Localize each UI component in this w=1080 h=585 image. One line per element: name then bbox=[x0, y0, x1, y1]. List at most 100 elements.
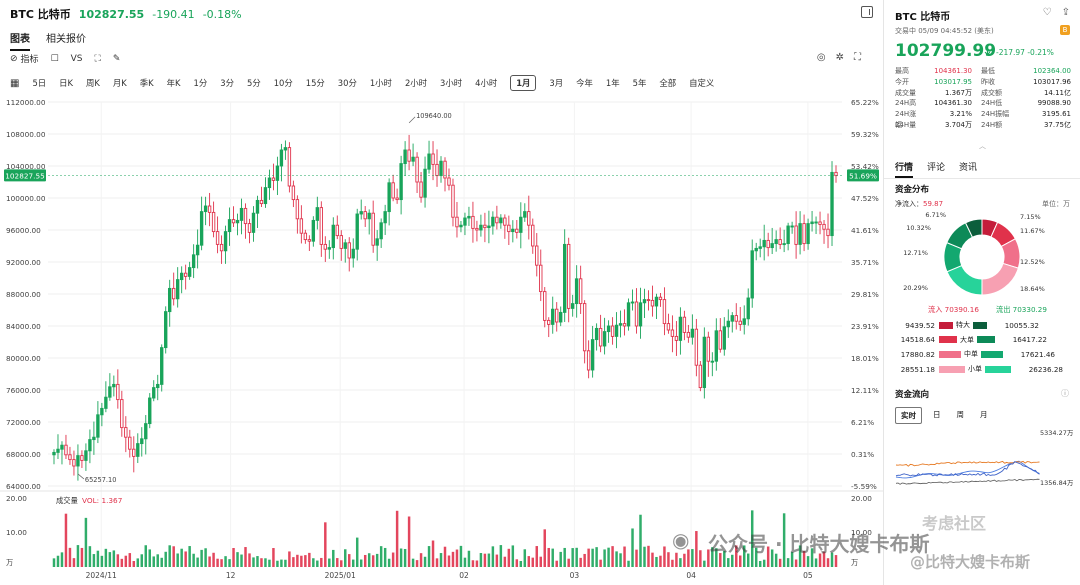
volume-bar bbox=[200, 549, 203, 567]
last-price-tag-label: 102827.55 bbox=[5, 171, 44, 180]
volume-bar bbox=[543, 529, 546, 567]
chart-type-icon[interactable]: ⛶ bbox=[94, 53, 101, 64]
flow-tab-0[interactable]: 实时 bbox=[895, 407, 922, 424]
compare-icon[interactable]: ☐ bbox=[50, 53, 59, 64]
candle-body bbox=[606, 325, 611, 333]
fullscreen-icon[interactable]: ⛶ bbox=[854, 52, 861, 63]
period-0[interactable]: 5日 bbox=[32, 78, 47, 88]
candle-body bbox=[714, 330, 718, 362]
candle-body bbox=[88, 439, 92, 452]
volume-bar bbox=[232, 548, 235, 567]
period-16[interactable]: 1月 bbox=[510, 75, 537, 91]
candle-body bbox=[160, 347, 164, 385]
candle-body bbox=[479, 224, 483, 231]
calendar-icon[interactable]: ▦ bbox=[10, 77, 20, 89]
candle-body bbox=[455, 216, 459, 228]
stat-k2: 最低 bbox=[981, 67, 995, 75]
candle-body bbox=[750, 250, 754, 299]
period-10[interactable]: 15分 bbox=[305, 78, 325, 88]
quote-stats: 最高 104361.30 最低 102364.00 今开 103017.95 昨收 10301… bbox=[895, 66, 1071, 131]
candle-body bbox=[96, 414, 100, 438]
period-11[interactable]: 30分 bbox=[337, 78, 357, 88]
tab-chart[interactable]: 图表 bbox=[10, 30, 30, 51]
period-21[interactable]: 全部 bbox=[659, 78, 677, 88]
flow-tab-2[interactable]: 周 bbox=[956, 410, 965, 419]
period-22[interactable]: 自定义 bbox=[689, 78, 715, 88]
favorite-icon[interactable]: ♡ bbox=[1042, 7, 1052, 18]
vs-button[interactable]: VS bbox=[70, 53, 83, 64]
camera-icon[interactable]: ◎ bbox=[816, 52, 826, 63]
tab-comments[interactable]: 评论 bbox=[927, 163, 946, 173]
candle-body bbox=[104, 396, 108, 409]
flow-tab-3[interactable]: 月 bbox=[980, 410, 988, 419]
volume-bar bbox=[695, 531, 698, 567]
candle-body bbox=[267, 177, 272, 189]
candle-body bbox=[187, 267, 192, 277]
legend-inflow: 17880.82 bbox=[900, 349, 935, 359]
candle-body bbox=[136, 443, 140, 457]
volume-bar bbox=[224, 556, 227, 567]
volume-bar bbox=[583, 553, 586, 567]
period-17[interactable]: 3月 bbox=[549, 78, 564, 88]
volume-bar bbox=[324, 522, 327, 567]
period-9[interactable]: 10分 bbox=[273, 78, 293, 88]
donut-label: 10.32% bbox=[906, 224, 931, 232]
candle-body bbox=[120, 399, 124, 429]
period-13[interactable]: 2小时 bbox=[404, 78, 428, 88]
volume-bar bbox=[559, 551, 562, 567]
volume-bar bbox=[774, 553, 778, 567]
share-icon[interactable]: ⇪ bbox=[1061, 7, 1070, 18]
period-7[interactable]: 3分 bbox=[220, 78, 234, 88]
y-tick-label: 96000.00 bbox=[6, 226, 41, 235]
period-1[interactable]: 日K bbox=[59, 78, 74, 88]
period-8[interactable]: 5分 bbox=[246, 78, 261, 88]
candle-body bbox=[199, 211, 204, 246]
period-15[interactable]: 4小时 bbox=[475, 78, 498, 88]
info-icon[interactable]: ⓘ bbox=[1061, 389, 1069, 398]
stat-v: 103017.95 bbox=[934, 77, 972, 86]
donut-label: 6.71% bbox=[925, 211, 946, 219]
pct-tick-label: 59.32% bbox=[851, 130, 879, 139]
volume-bar bbox=[667, 552, 670, 567]
period-19[interactable]: 1年 bbox=[605, 78, 620, 88]
flow-tab-1[interactable]: 日 bbox=[933, 410, 941, 419]
candle-body bbox=[319, 207, 324, 245]
collapse-panel-icon[interactable] bbox=[861, 6, 873, 18]
volume-bar bbox=[551, 548, 554, 567]
volume-bar bbox=[699, 550, 702, 567]
period-12[interactable]: 1小时 bbox=[369, 78, 392, 88]
stat-v: 104361.30 bbox=[934, 99, 972, 108]
tab-news[interactable]: 资讯 bbox=[959, 163, 978, 173]
candle-body bbox=[531, 224, 535, 247]
volume-bar bbox=[786, 558, 790, 567]
period-18[interactable]: 今年 bbox=[576, 78, 593, 88]
candlestick-chart[interactable]: 112000.00 65.22% 108000.00 59.32% 104000.00 5… bbox=[0, 92, 884, 585]
volume-bar bbox=[531, 557, 535, 567]
stat-row: 最高 104361.30 最低 102364.00 bbox=[895, 66, 1071, 77]
volume-bar bbox=[451, 551, 455, 567]
period-4[interactable]: 季K bbox=[139, 78, 154, 88]
period-2[interactable]: 周K bbox=[86, 78, 100, 88]
tab-related-quotes[interactable]: 相关报价 bbox=[46, 34, 86, 45]
period-3[interactable]: 月K bbox=[112, 78, 127, 88]
candle-body bbox=[56, 448, 60, 453]
volume-bar bbox=[387, 558, 391, 567]
tab-market[interactable]: 行情 bbox=[895, 160, 914, 178]
collapse-chevron-icon[interactable]: ︿ bbox=[979, 142, 986, 150]
draw-icon[interactable]: ✎ bbox=[112, 53, 121, 64]
volume-bar bbox=[80, 547, 84, 567]
period-14[interactable]: 3小时 bbox=[440, 78, 463, 88]
period-6[interactable]: 1分 bbox=[193, 78, 208, 88]
settings-icon[interactable]: ✲ bbox=[835, 52, 844, 63]
low-marker-line bbox=[77, 473, 85, 480]
low-marker: 65257.10 bbox=[85, 476, 116, 484]
indicator-button[interactable]: ⊘ 指标 bbox=[10, 52, 39, 66]
period-5[interactable]: 年K bbox=[166, 78, 181, 88]
volume-bar bbox=[663, 546, 666, 567]
period-20[interactable]: 5年 bbox=[632, 78, 647, 88]
volume-bar bbox=[607, 547, 610, 567]
volume-bar bbox=[439, 553, 443, 567]
legend-inflow: 9439.52 bbox=[905, 320, 935, 330]
legend-name: 中单 bbox=[964, 350, 978, 359]
candle-body bbox=[307, 239, 312, 242]
